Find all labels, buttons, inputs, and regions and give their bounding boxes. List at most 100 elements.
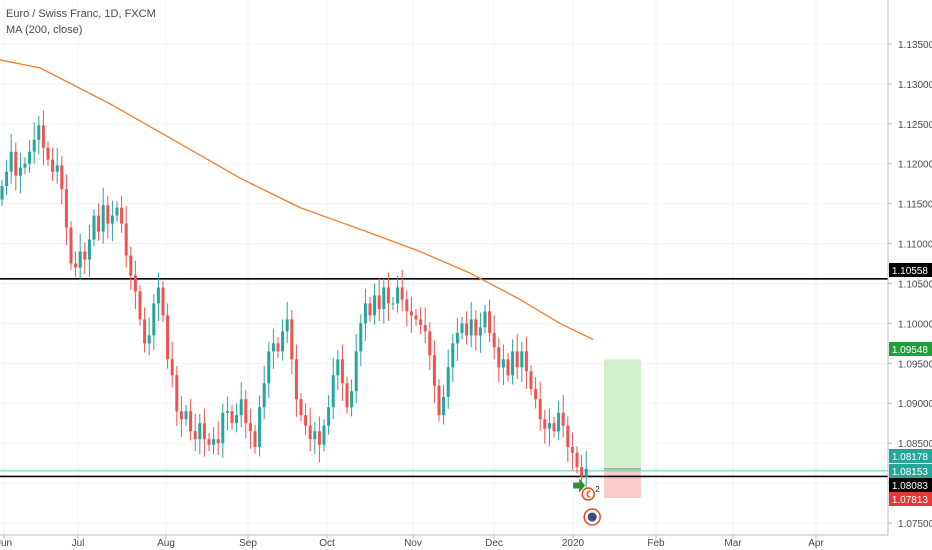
candle xyxy=(143,307,147,353)
candle-body xyxy=(322,425,326,445)
candle-body xyxy=(143,319,147,344)
candle xyxy=(271,328,275,369)
candle xyxy=(557,400,561,441)
candle-body xyxy=(225,411,229,413)
badge-label: 1.10558 xyxy=(892,266,929,277)
candle-body xyxy=(492,332,496,348)
time-tick-label: Feb xyxy=(647,538,665,549)
candle xyxy=(175,366,179,427)
candle xyxy=(460,317,464,340)
candle xyxy=(244,390,248,438)
candle-body xyxy=(87,239,91,260)
time-tick-label: Dec xyxy=(485,538,503,549)
candle xyxy=(46,141,50,167)
candle xyxy=(9,134,13,184)
candle xyxy=(170,341,174,388)
candle-body xyxy=(584,468,588,477)
candle-body xyxy=(368,303,372,316)
candle xyxy=(290,310,294,375)
candle xyxy=(87,224,91,278)
candle xyxy=(437,379,441,422)
candle xyxy=(469,301,473,348)
price-badge-current: 1.08178 xyxy=(889,449,932,463)
earnings-count: 2 xyxy=(595,485,600,494)
candle xyxy=(419,307,423,335)
candle-body xyxy=(396,287,400,304)
candle-body xyxy=(501,359,505,368)
candle xyxy=(483,305,487,334)
grid xyxy=(0,0,888,535)
candle xyxy=(212,427,216,454)
candle xyxy=(294,344,298,417)
time-tick-label: Mar xyxy=(724,538,742,549)
candle xyxy=(308,408,312,452)
candle-body xyxy=(253,431,257,448)
candle xyxy=(179,396,183,437)
price-badge-stop: 1.07813 xyxy=(889,492,932,506)
price-tick-label: 1.10500 xyxy=(898,279,932,290)
candle-body xyxy=(14,151,18,176)
candle xyxy=(198,414,202,454)
candle-body xyxy=(538,399,542,420)
candle xyxy=(373,283,377,325)
candle xyxy=(166,303,170,369)
candle-body xyxy=(18,167,22,176)
candle xyxy=(382,278,386,324)
time-tick-label: Jun xyxy=(0,538,12,549)
candle xyxy=(359,314,363,367)
candle-body xyxy=(409,311,413,316)
candle xyxy=(221,403,225,458)
candle xyxy=(51,147,55,181)
price-badge-target: 1.09548 xyxy=(889,342,932,356)
candle xyxy=(511,339,515,385)
candle xyxy=(281,319,285,361)
candle xyxy=(106,196,110,239)
candle xyxy=(317,416,321,463)
candle xyxy=(299,392,303,422)
candle xyxy=(506,352,510,382)
price-badges: 1.10558 1.09548 1.08178 1.08153 1.08083 1.078… xyxy=(889,263,932,506)
symbol-title: Euro / Swiss Franc, 1D, FXCM xyxy=(6,8,156,20)
candle-body xyxy=(152,303,156,336)
candle xyxy=(0,179,4,207)
candle-body xyxy=(175,375,179,412)
indicator-label: MA (200, close) xyxy=(6,24,83,36)
candle xyxy=(161,281,165,322)
price-badge-level: 1.08083 xyxy=(889,478,932,492)
candle-body xyxy=(258,407,262,448)
price-badge-current: 1.08153 xyxy=(889,464,932,478)
profit-zone xyxy=(604,359,641,469)
candle-body xyxy=(474,319,478,336)
candle-body xyxy=(193,431,197,440)
candle xyxy=(423,307,427,344)
candle-body xyxy=(391,303,395,305)
candle-body xyxy=(290,319,294,360)
badge-label: 1.07813 xyxy=(892,495,929,506)
candle-body xyxy=(469,319,473,336)
candle xyxy=(414,309,418,326)
candle xyxy=(189,399,193,441)
candle-body xyxy=(5,171,9,187)
candle-body xyxy=(267,351,271,384)
price-tick-label: 1.07500 xyxy=(898,519,932,530)
candle-body xyxy=(106,205,110,224)
price-tick-label: 1.12000 xyxy=(898,160,932,171)
candle-body xyxy=(414,315,418,320)
candle xyxy=(156,272,160,321)
candle-body xyxy=(534,388,538,400)
time-tick-label: Aug xyxy=(157,538,175,549)
candle-body xyxy=(60,165,64,190)
candle-body xyxy=(78,251,82,268)
price-tick-label: 1.10000 xyxy=(898,319,932,330)
candle-body xyxy=(216,439,220,444)
candles xyxy=(0,110,588,489)
candle-body xyxy=(281,331,285,352)
candle-body xyxy=(189,411,193,432)
candle-body xyxy=(497,347,501,368)
candle xyxy=(129,246,133,291)
candle-body xyxy=(221,412,225,444)
candle xyxy=(428,322,432,371)
candle-body xyxy=(313,431,317,440)
